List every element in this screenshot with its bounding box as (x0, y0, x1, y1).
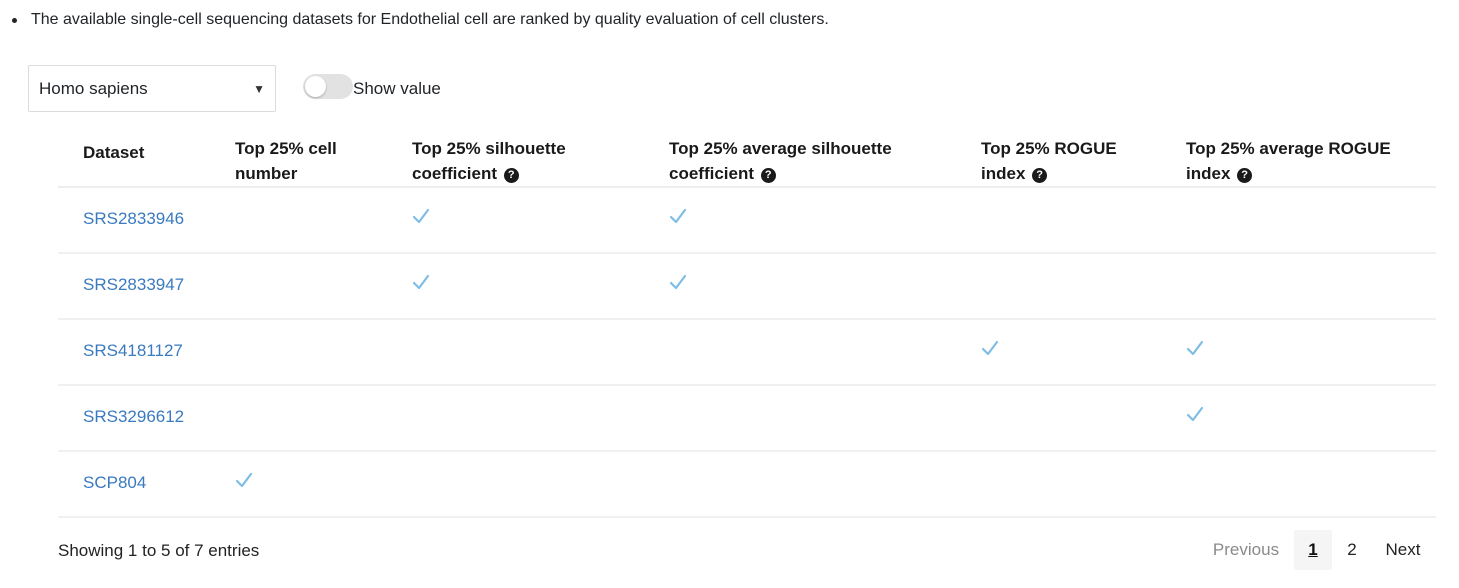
checkmark-icon (1186, 340, 1204, 356)
pagination-next[interactable]: Next (1385, 540, 1421, 559)
checkmark-icon (669, 274, 687, 290)
header-rogue-line1: Top 25% ROGUE (981, 139, 1117, 158)
toggle-switch[interactable] (303, 73, 353, 99)
dataset-link[interactable]: SRS3296612 (83, 407, 185, 426)
header-silhouette-line1: Top 25% silhouette (412, 139, 566, 158)
header-avg-silhouette-line1: Top 25% average silhouette (669, 139, 892, 158)
intro-line: The available single-cell sequencing dat… (8, 10, 829, 30)
header-dataset[interactable]: Dataset (83, 140, 144, 165)
header-cell-number-line1: Top 25% cell (235, 139, 337, 158)
intro-text: The available single-cell sequencing dat… (31, 11, 829, 28)
question-circle-icon[interactable]: ? (1032, 168, 1048, 183)
checkmark-icon (412, 274, 430, 290)
question-circle-icon[interactable]: ? (760, 168, 776, 183)
table-info: Showing 1 to 5 of 7 entries (58, 541, 260, 560)
toggle-knob (305, 75, 326, 97)
checkmark-icon (235, 472, 253, 488)
pagination-page-2[interactable]: 2 (1347, 540, 1357, 559)
pagination-previous[interactable]: Previous (1212, 540, 1280, 559)
dataset-link[interactable]: SRS2833946 (83, 209, 185, 228)
toggle-label: Show value (353, 79, 441, 98)
table-row: SRS2833947 (58, 254, 1436, 320)
header-rogue[interactable]: Top 25% ROGUE index ? (981, 136, 1117, 186)
dataset-link[interactable]: SRS2833947 (83, 275, 185, 294)
header-rogue-line2: index (981, 164, 1026, 183)
header-avg-silhouette[interactable]: Top 25% average silhouette coefficient ? (669, 136, 892, 186)
species-select[interactable]: Homo sapiens ▼ (28, 65, 276, 112)
species-select-value: Homo sapiens (39, 78, 148, 98)
show-value-toggle[interactable]: Show value (303, 73, 441, 99)
question-circle-icon[interactable]: ? (503, 168, 519, 183)
dataset-table: Dataset Top 25% cell number Top 25% silh… (58, 128, 1436, 518)
checkmark-icon (669, 208, 687, 224)
checkmark-icon (981, 340, 999, 356)
table-row: SRS4181127 (58, 320, 1436, 386)
dataset-link[interactable]: SRS4181127 (83, 341, 183, 360)
dataset-link[interactable]: SCP804 (83, 473, 147, 492)
pagination-page-1[interactable]: 1 (1294, 530, 1332, 570)
table-header: Dataset Top 25% cell number Top 25% silh… (58, 128, 1436, 188)
header-silhouette-line2: coefficient (412, 164, 498, 183)
header-avg-silhouette-line2: coefficient (669, 164, 755, 183)
header-dataset-label: Dataset (83, 143, 145, 162)
table-row: SRS2833946 (58, 188, 1436, 254)
question-circle-icon[interactable]: ? (1237, 168, 1253, 183)
header-avg-rogue-line1: Top 25% average ROGUE (1186, 139, 1391, 158)
table-body: SRS2833946 SRS2833947 SRS4181127 SRS3296612… (58, 188, 1436, 518)
bullet-icon (12, 17, 17, 23)
header-avg-rogue[interactable]: Top 25% average ROGUE index ? (1186, 136, 1391, 186)
caret-down-icon: ▼ (253, 81, 265, 96)
table-row: SCP804 (58, 452, 1436, 518)
table-row: SRS3296612 (58, 386, 1436, 452)
header-silhouette[interactable]: Top 25% silhouette coefficient ? (412, 136, 566, 186)
checkmark-icon (1186, 406, 1204, 422)
checkmark-icon (412, 208, 430, 224)
header-avg-rogue-line2: index (1186, 164, 1231, 183)
header-cell-number-line2: number (235, 164, 298, 183)
header-cell-number[interactable]: Top 25% cell number (235, 136, 337, 186)
